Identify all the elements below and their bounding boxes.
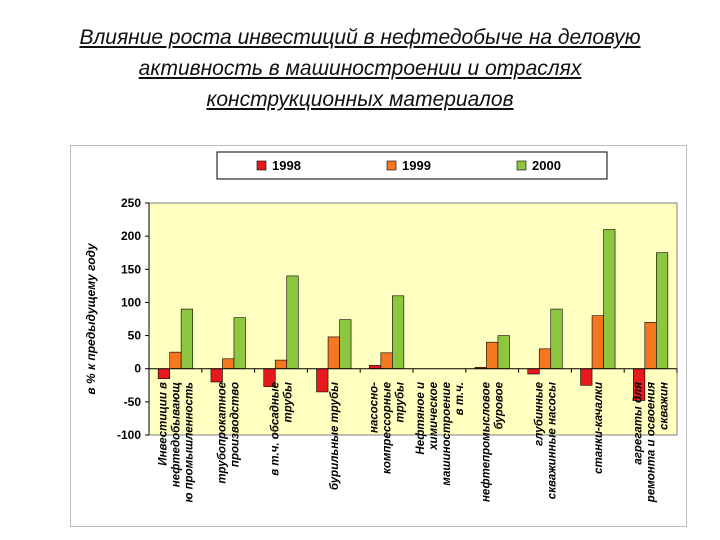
category-label-0-line-1: нефтедобывающ [170,382,182,487]
category-label-6-line-0: нефтепромысловое [481,381,493,502]
bar-chart: 1998 1999 2000 -100 -50 0 50 100 150 200 250 в % к … [84,151,678,503]
bar-1998-0 [157,368,170,379]
bar-2000-8 [603,229,616,370]
bar-1998-3 [316,368,329,393]
category-label-5-line-1: химическое [428,381,440,450]
bar-2000-7 [550,308,563,370]
bar-1999-2 [274,359,288,370]
y-tick-label-50: 50 [128,329,142,343]
y-tick-label-0: 0 [134,362,141,376]
bar-1999-3 [327,336,340,370]
bar-1999-1 [222,358,235,370]
bar-1999-4 [380,352,393,370]
legend-label-1998: 1998 [272,158,301,173]
category-label-4-line-1: компрессорные [382,381,394,474]
legend-box [216,151,608,180]
category-label-0-line-2: ю промышленность [183,382,195,503]
legend-label-1999: 1999 [402,158,431,173]
category-label-4-line-0: насосно- [369,382,381,433]
category-label-3-line-0: бурильные трубы [329,382,341,490]
bar-1999-9 [644,322,657,370]
bar-2000-2 [286,275,299,370]
category-label-1-line-0: трубопрокатное [217,381,229,483]
bar-1999-7 [538,348,552,370]
category-label-0-line-0: Инвестиции в [157,382,169,466]
legend-swatch-1998 [256,160,267,171]
legend-label-2000: 2000 [532,158,561,173]
bar-2000-4 [392,295,405,370]
category-label-5-line-3: в т.ч. [454,382,466,415]
y-tick-label-200: 200 [121,229,141,243]
title-line-1: Влияние роста инвестиций в нефтедобыче н… [79,26,641,49]
category-label-7-line-0: глубинные [534,381,546,446]
bar-2000-0 [180,308,193,370]
bar-2000-9 [656,252,669,370]
bar-1999-6 [486,341,499,370]
slide-title: Влияние роста инвестиций в нефтедобыче н… [30,22,690,115]
bar-1998-7 [527,368,540,375]
bar-2000-1 [233,317,246,370]
legend-swatch-2000 [516,160,527,171]
legend-swatch-1999 [386,160,397,171]
y-tick-label-100: 100 [121,295,141,309]
y-tick-label--100: -100 [117,428,141,442]
title-line-2: активность в машиностроении и отраслях [138,57,582,80]
category-label-9-line-0: агрегаты для [633,382,645,465]
category-label-6-line-1: буровое [494,381,506,429]
category-label-7-line-1: скважинные насосы [547,382,559,499]
category-label-4-line-2: трубы [395,382,407,423]
bar-1998-1 [210,368,223,383]
bar-2000-6 [497,335,510,370]
category-label-1-line-1: производство [230,382,242,467]
y-axis-label: в % к предыдущему году [84,242,98,395]
bar-2000-3 [339,319,352,370]
category-label-8-line-0: станки-качалки [593,382,605,474]
category-label-2-line-0: в т.ч. обсадные [270,381,282,475]
y-tick-label--50: -50 [124,395,142,409]
y-tick-label-250: 250 [121,196,141,210]
category-label-5-line-2: машиностроение [441,381,453,485]
category-label-9-line-2: скважин [659,382,671,430]
category-label-9-line-1: ремонта и освоения [646,382,658,503]
category-label-2-line-1: трубы [283,382,295,423]
bar-1998-8 [580,368,593,386]
bar-1999-0 [169,351,182,370]
bar-1999-8 [591,315,604,370]
y-tick-label-150: 150 [121,262,141,276]
title-line-3: конструкционных материалов [206,88,514,111]
chart-frame: 1998 1999 2000 -100 -50 0 50 100 150 200 250 в % к … [70,145,687,527]
category-label-5-line-0: Нефтяное и [415,382,427,455]
